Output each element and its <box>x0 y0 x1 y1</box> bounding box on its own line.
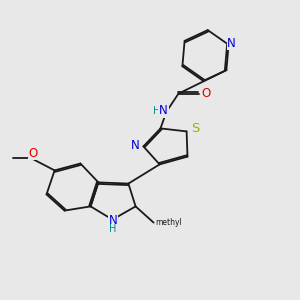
Text: O: O <box>202 86 211 100</box>
Text: N: N <box>159 104 168 118</box>
Text: N: N <box>130 139 140 152</box>
Text: N: N <box>227 37 236 50</box>
Text: N: N <box>109 214 118 227</box>
Text: O: O <box>28 146 38 160</box>
Text: methyl: methyl <box>155 218 182 227</box>
Text: S: S <box>191 122 199 136</box>
Text: H: H <box>153 106 161 116</box>
Text: H: H <box>110 224 117 234</box>
